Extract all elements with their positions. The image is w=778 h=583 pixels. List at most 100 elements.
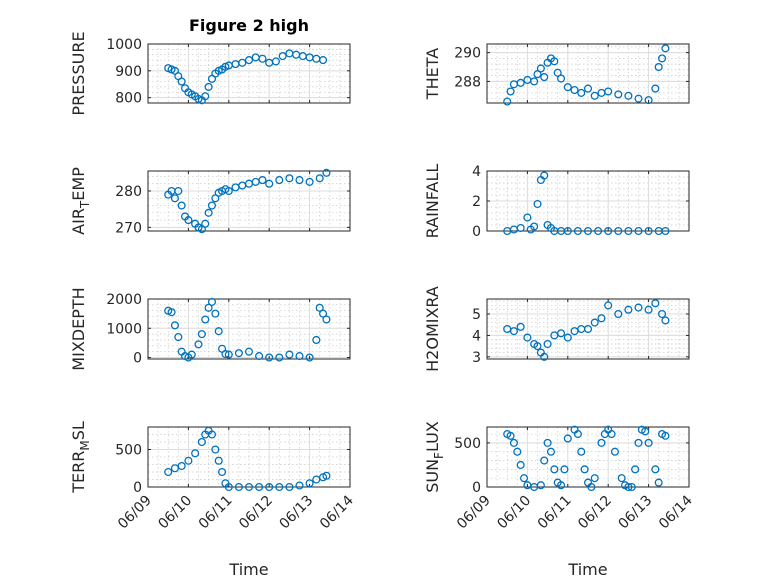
- data-point: [207, 430, 217, 439]
- data-point: [275, 176, 284, 185]
- data-point: [533, 342, 542, 351]
- data-point: [194, 340, 203, 349]
- data-point: [654, 478, 663, 487]
- data-point: [557, 329, 566, 338]
- y-tick-label: 500: [454, 436, 481, 452]
- y-tick-label: 280: [115, 184, 142, 200]
- data-point: [540, 352, 549, 361]
- data-point: [506, 431, 515, 440]
- data-point: [187, 350, 196, 359]
- data-point: [506, 87, 515, 96]
- data-point: [285, 350, 294, 359]
- data-point: [295, 176, 304, 185]
- data-point: [624, 482, 633, 492]
- data-point: [201, 315, 210, 324]
- data-point: [197, 330, 206, 339]
- data-point: [275, 482, 284, 492]
- data-point: [214, 456, 223, 465]
- data-point: [319, 309, 328, 318]
- data-point: [533, 70, 542, 79]
- data-point: [285, 482, 294, 492]
- data-point: [661, 44, 670, 53]
- subplot-pressure: 800 900 1000 PRESSURE: [69, 31, 351, 116]
- data-point: [238, 58, 247, 67]
- x-axis-label: Time: [228, 560, 268, 579]
- y-tick-label: 288: [454, 74, 481, 90]
- data-point: [170, 194, 179, 203]
- data-point: [312, 335, 321, 345]
- data-point: [295, 481, 304, 490]
- data-point: [322, 315, 331, 324]
- data-point: [604, 301, 613, 310]
- data-point: [587, 482, 596, 492]
- data-point: [553, 68, 562, 77]
- data-point: [244, 347, 254, 356]
- data-point: [536, 481, 545, 490]
- data-point: [207, 297, 217, 306]
- data-point: [177, 461, 186, 471]
- data-point: [207, 201, 217, 210]
- data-point: [563, 434, 572, 443]
- y-tick-label: 0: [133, 480, 142, 496]
- data-point: [174, 186, 183, 196]
- data-point: [644, 305, 653, 314]
- axes-frame: [147, 298, 351, 360]
- data-point: [658, 309, 667, 319]
- data-point: [177, 201, 186, 210]
- axes-frame: [486, 298, 690, 360]
- data-point: [201, 92, 210, 101]
- data-point: [543, 438, 552, 447]
- data-point: [516, 78, 525, 87]
- data-point: [607, 430, 616, 439]
- data-point: [191, 449, 200, 458]
- data-point: [265, 179, 274, 188]
- data-point: [563, 83, 572, 92]
- data-point: [319, 56, 328, 65]
- data-point: [184, 456, 193, 465]
- x-axis-label: Time: [567, 560, 607, 579]
- data-point: [583, 84, 593, 93]
- data-point: [573, 226, 582, 236]
- x-tick-label: 06/11: [196, 493, 236, 533]
- data-point: [634, 94, 643, 103]
- x-tick-label: 06/09: [454, 493, 494, 533]
- y-tick-label: 1000: [106, 37, 142, 53]
- data-point: [624, 91, 633, 100]
- subplot-terr-msl: 0 500 06/09 06/10 06/11 06/12 06/13 06/14 Time TE…: [69, 421, 357, 579]
- subplot-mixdepth: 0 1000 2000 MIXDEPTH: [69, 287, 351, 371]
- y-axis-label: SUNFLUX: [423, 421, 446, 493]
- data-point: [519, 474, 529, 483]
- data-point: [583, 324, 593, 334]
- data-point: [597, 438, 606, 447]
- figure-title: Figure 2 high: [189, 16, 309, 35]
- x-tick-label: 06/14: [317, 492, 357, 532]
- data-point: [305, 177, 314, 186]
- data-point: [540, 456, 549, 465]
- data-point: [661, 316, 670, 325]
- data-point: [234, 349, 243, 358]
- data-point: [651, 465, 660, 474]
- data-point: [546, 447, 556, 456]
- data-point: [570, 85, 579, 95]
- data-point: [509, 327, 518, 336]
- axes-frame: [147, 426, 351, 488]
- axes-background: [486, 298, 690, 360]
- data-point: [644, 226, 653, 236]
- y-axis-label: AIRTEMP: [69, 167, 92, 235]
- y-tick-label: 500: [115, 443, 142, 459]
- y-tick-label: 900: [115, 64, 142, 80]
- data-point: [265, 353, 274, 362]
- data-point: [211, 445, 220, 454]
- data-point: [634, 438, 643, 447]
- x-tick-label: 06/09: [115, 493, 155, 533]
- x-tick-label: 06/13: [616, 493, 656, 533]
- data-point: [221, 349, 230, 359]
- data-point: [530, 77, 539, 86]
- data-point: [604, 226, 613, 236]
- data-point: [516, 460, 525, 469]
- subplot-sun-flux: 0 500 06/09 06/10 06/11 06/12 06/13 06/14 Time SU…: [423, 421, 696, 579]
- data-point: [224, 186, 233, 196]
- data-point: [583, 226, 593, 236]
- data-point: [614, 226, 623, 236]
